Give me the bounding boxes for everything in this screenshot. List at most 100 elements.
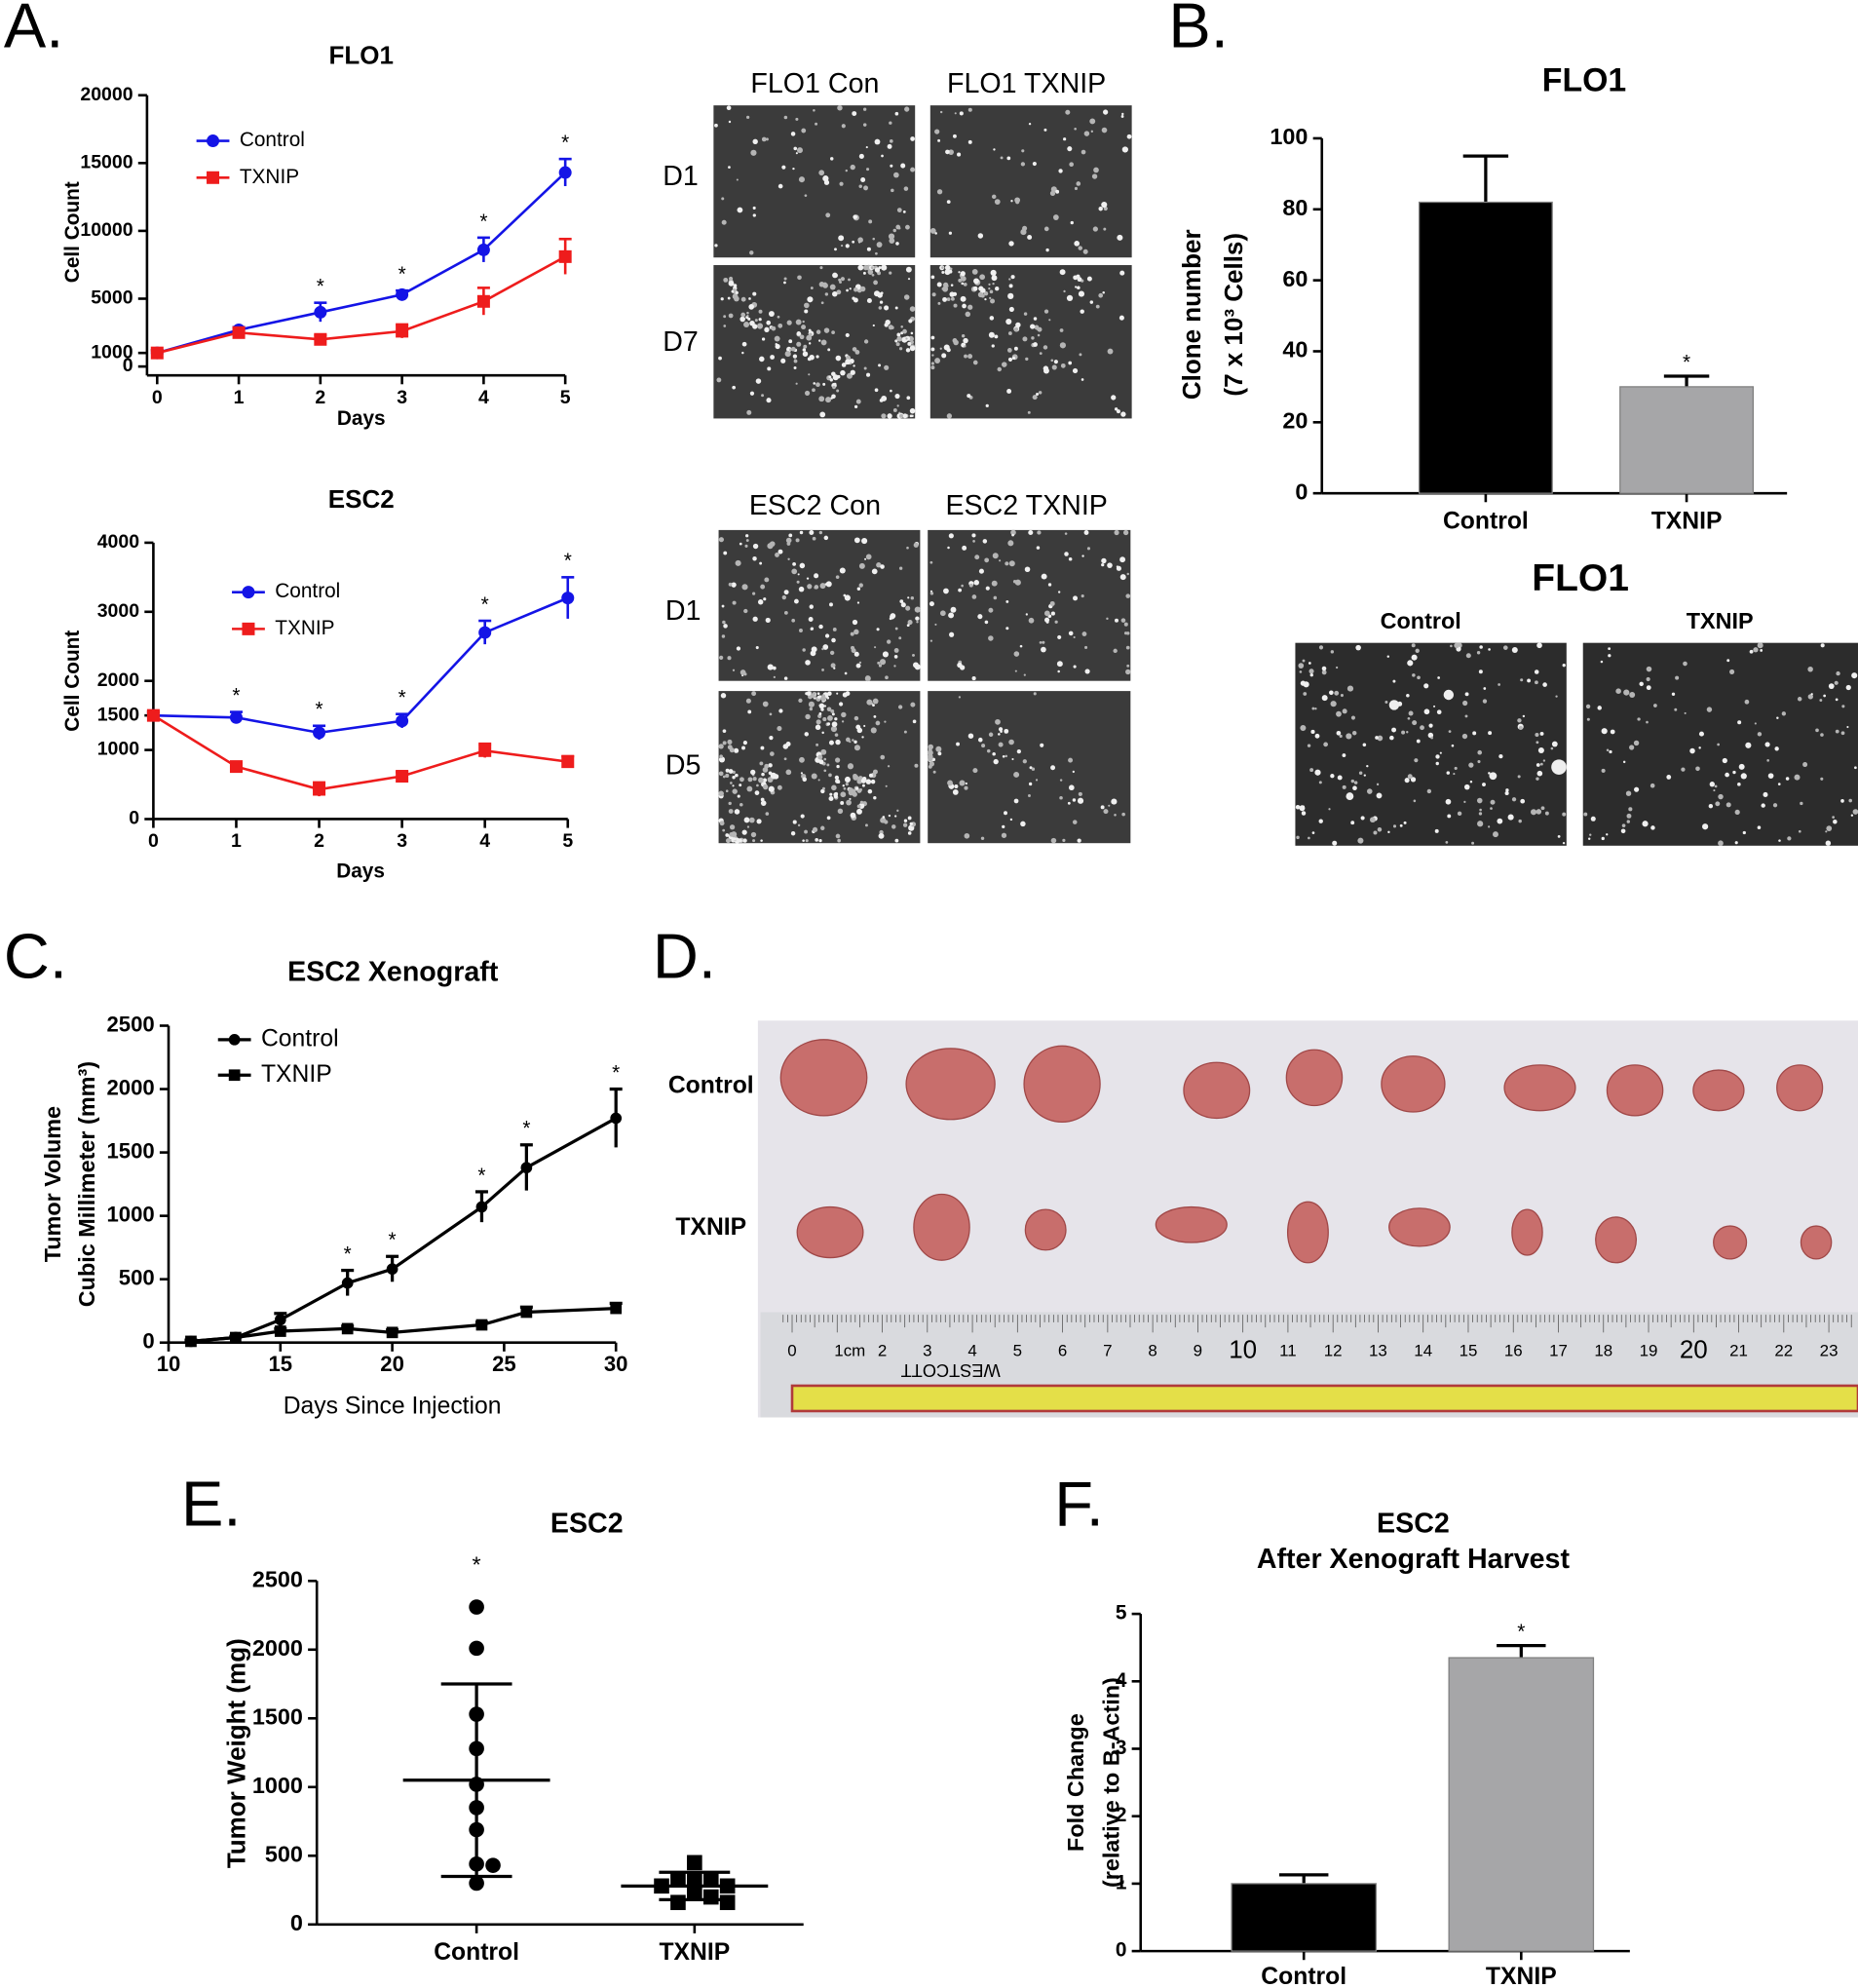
cell xyxy=(1448,730,1452,734)
photo-background xyxy=(713,105,916,258)
cell xyxy=(755,378,762,384)
cell xyxy=(1479,645,1483,649)
cell xyxy=(1407,660,1414,667)
cell xyxy=(1081,594,1084,598)
cell xyxy=(1299,670,1303,673)
cell xyxy=(829,378,833,382)
cell xyxy=(1019,644,1023,648)
cell xyxy=(874,267,881,273)
cell xyxy=(1451,744,1455,747)
cell xyxy=(866,247,871,251)
cell xyxy=(899,347,903,351)
cell xyxy=(1006,156,1011,161)
cell xyxy=(807,691,812,696)
micrograph-column-label: TXNIP xyxy=(1687,608,1754,633)
cell xyxy=(1445,798,1452,805)
cell xyxy=(802,839,805,842)
significance: * xyxy=(564,550,572,572)
panel-label: F. xyxy=(1054,1468,1104,1539)
cell xyxy=(835,757,841,763)
cell xyxy=(719,754,723,759)
ruler-label: 15 xyxy=(1460,1341,1478,1359)
cell xyxy=(756,323,764,329)
cell xyxy=(1014,669,1017,672)
cell xyxy=(1036,392,1040,397)
cell xyxy=(1301,811,1307,816)
cell xyxy=(873,290,881,297)
cell xyxy=(1476,797,1483,804)
cell xyxy=(1745,742,1752,748)
cell xyxy=(853,740,857,745)
cell xyxy=(985,586,990,591)
ruler-label: 22 xyxy=(1774,1341,1793,1359)
cell xyxy=(804,390,811,397)
cell xyxy=(784,351,791,358)
cell xyxy=(750,831,757,838)
tumor xyxy=(1595,1216,1638,1264)
cell xyxy=(929,592,934,595)
cell xyxy=(1075,286,1078,288)
cell xyxy=(1709,782,1715,787)
cell xyxy=(888,233,895,240)
cell xyxy=(1433,705,1436,707)
cell xyxy=(814,573,819,579)
cell xyxy=(1011,356,1016,361)
cell xyxy=(1477,821,1484,827)
photo-background xyxy=(1582,642,1858,846)
cell xyxy=(750,769,756,776)
cell xyxy=(1126,134,1132,139)
cell xyxy=(1666,775,1672,780)
cell xyxy=(749,391,755,396)
cell xyxy=(1120,411,1126,417)
cell xyxy=(989,296,992,299)
cell xyxy=(878,832,885,839)
cell xyxy=(848,278,851,282)
cell xyxy=(746,825,750,828)
cell xyxy=(1083,131,1090,136)
cell xyxy=(718,356,722,361)
cell xyxy=(768,763,773,768)
cell xyxy=(778,708,783,713)
cell xyxy=(810,628,814,631)
cell xyxy=(895,224,901,230)
marker xyxy=(469,1855,484,1872)
cell xyxy=(761,136,767,142)
micrograph-column-label: FLO1 Con xyxy=(750,68,879,99)
cell xyxy=(1037,530,1042,535)
cell xyxy=(759,761,764,766)
cell xyxy=(1450,644,1453,648)
cell xyxy=(900,602,906,608)
cell xyxy=(1092,226,1098,232)
cell xyxy=(930,335,935,340)
cell xyxy=(723,325,727,327)
cell xyxy=(1336,710,1342,717)
cell xyxy=(872,769,878,775)
cell xyxy=(731,582,737,588)
cell xyxy=(1020,162,1026,167)
cell xyxy=(739,777,744,783)
cell xyxy=(1007,292,1014,299)
cell xyxy=(858,184,862,189)
cell xyxy=(906,624,910,628)
x-tick-label: 1 xyxy=(234,387,245,408)
cell xyxy=(1488,825,1491,828)
y-tick-label: 1000 xyxy=(107,1202,155,1226)
photo-background xyxy=(929,105,1132,258)
cell xyxy=(1303,692,1308,696)
cell xyxy=(786,320,792,325)
cell xyxy=(890,613,896,619)
cell xyxy=(1412,720,1418,726)
cell xyxy=(1321,666,1327,671)
cell xyxy=(1726,659,1730,663)
cell xyxy=(762,784,769,790)
cell xyxy=(1010,200,1013,203)
y-tick-label: 4000 xyxy=(97,531,140,553)
cell xyxy=(1848,798,1853,803)
cell xyxy=(1072,770,1075,774)
cell xyxy=(1820,733,1824,737)
cell xyxy=(1698,731,1704,737)
cell xyxy=(1057,591,1061,593)
cell xyxy=(895,242,899,246)
cell xyxy=(1033,317,1038,321)
ruler-label: 13 xyxy=(1369,1341,1387,1359)
